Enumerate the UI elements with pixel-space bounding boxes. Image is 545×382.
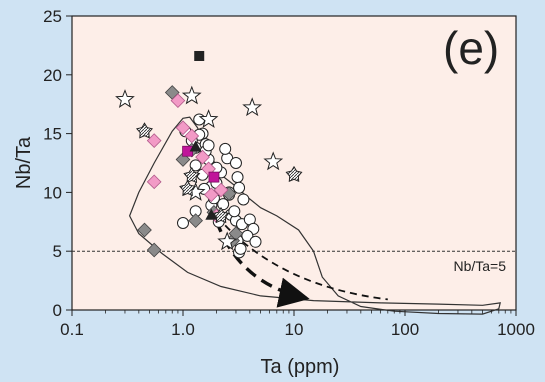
- open-circle-point: [202, 139, 215, 152]
- pink-diamond-point: [146, 133, 162, 149]
- axes: 0.1 1.0 10 100 1000 0 5 10 15 20 25: [43, 7, 535, 339]
- y-tick-label: 15: [43, 125, 62, 144]
- pink-diamond-point: [195, 149, 210, 165]
- open-star-point: [263, 151, 284, 171]
- open-circle-point: [219, 142, 232, 155]
- open-circle-point: [189, 159, 202, 172]
- black-triangle-point: [189, 140, 202, 152]
- y-axis-title: Nb/Ta: [13, 136, 35, 189]
- y-tick-label: 5: [53, 242, 62, 261]
- hatched-star-point: [135, 122, 154, 139]
- x-tick-label: 1.0: [171, 320, 195, 339]
- open-circle-point: [249, 235, 262, 248]
- open-star-point: [181, 85, 202, 105]
- pink-diamond-point: [203, 187, 219, 203]
- open-star-point: [198, 109, 219, 128]
- trend-arrow-thick: [214, 220, 310, 308]
- y-tick-label: 20: [43, 66, 62, 85]
- open-circle-point: [217, 198, 230, 211]
- hatched-star-point: [179, 179, 197, 197]
- x-axis-title: Ta (ppm): [261, 356, 340, 378]
- open-star-point: [242, 97, 263, 117]
- y-tick-label: 0: [53, 301, 62, 320]
- pink-diamond-point: [146, 174, 162, 190]
- hatched-star-point: [212, 206, 230, 224]
- open-circle-point: [229, 157, 242, 169]
- open-circle-point: [228, 205, 241, 218]
- y-tick-label: 10: [43, 183, 62, 202]
- pink-diamond-point: [175, 120, 191, 136]
- x-tick-label: 1000: [497, 320, 535, 339]
- x-tick-label: 0.1: [60, 320, 84, 339]
- hatched-star-point: [285, 165, 303, 182]
- x-tick-label: 100: [391, 320, 419, 339]
- y-tick-label: 25: [43, 7, 62, 26]
- open-star-point: [115, 89, 135, 108]
- hatched-star-point: [183, 166, 201, 184]
- gray-diamond-point: [137, 222, 152, 238]
- reference-line-label: Nb/Ta=5: [453, 258, 506, 274]
- open-circle-point: [241, 229, 254, 242]
- open-star-point: [217, 231, 238, 251]
- pink-diamond-point: [170, 93, 186, 109]
- open-circle-point: [233, 181, 246, 194]
- gray-diamond-point: [228, 226, 244, 241]
- black-square-point: [194, 50, 205, 61]
- x-tick-label: 10: [285, 320, 304, 339]
- black-triangle-point: [205, 208, 218, 220]
- pink-diamond-point: [184, 128, 200, 144]
- plot-area: [71, 15, 517, 311]
- data-points: [115, 50, 303, 259]
- pink-diamond-point: [213, 182, 229, 198]
- open-circle-point: [237, 193, 250, 206]
- trend-arrow-thin: [224, 224, 388, 301]
- open-circle-point: [234, 242, 247, 255]
- panel-label: (e): [443, 22, 499, 74]
- magenta-square-point: [208, 171, 220, 183]
- open-circle-point: [177, 216, 189, 229]
- gray-diamond-point: [188, 213, 204, 228]
- gray-diamond-point: [146, 242, 162, 258]
- open-circle-point: [231, 171, 244, 184]
